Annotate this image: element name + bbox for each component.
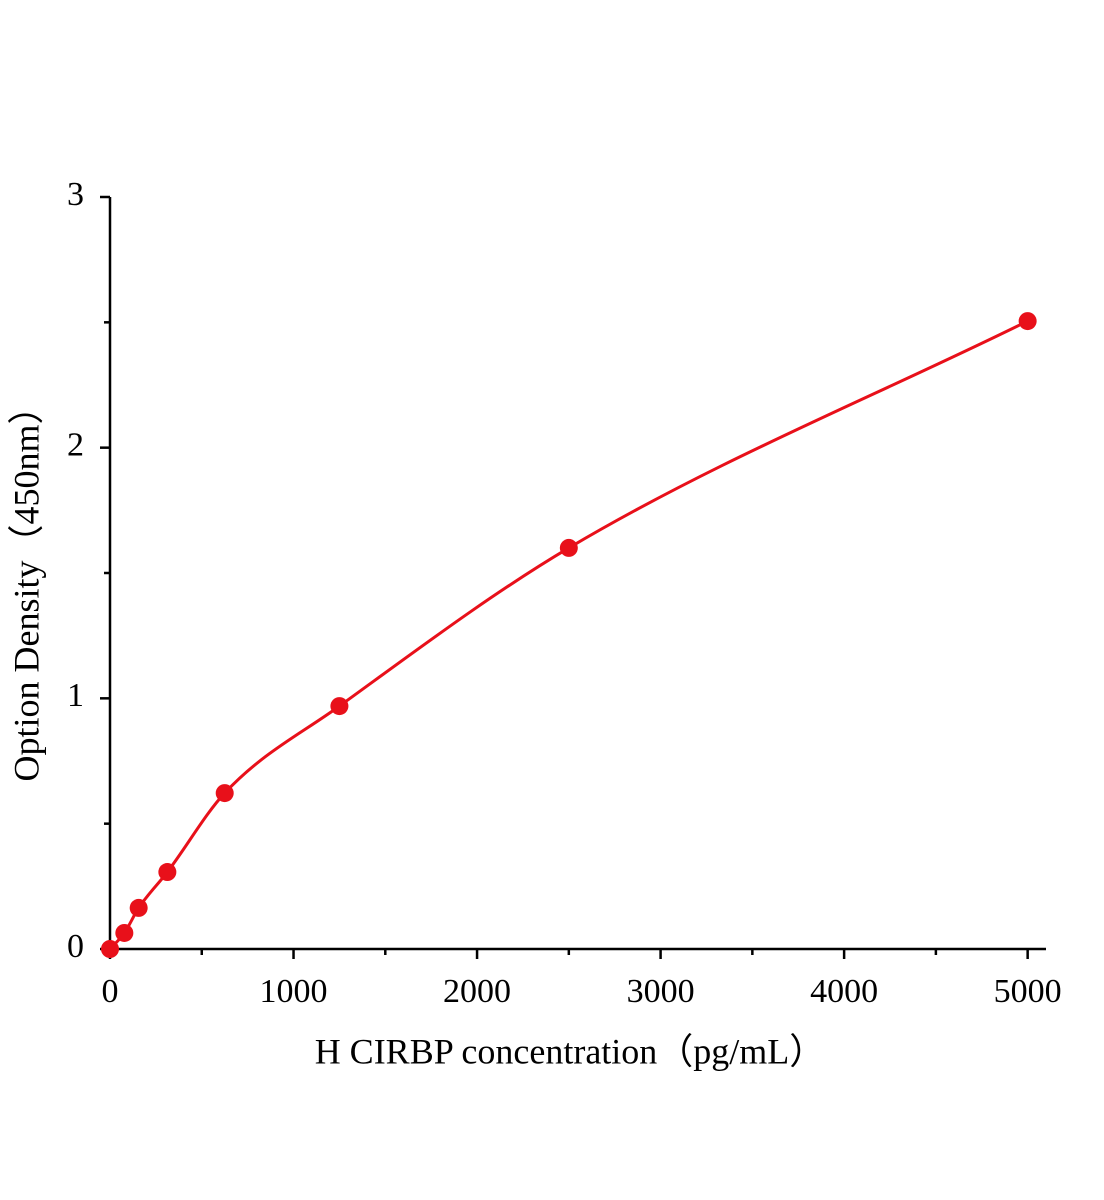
data-point [559,538,578,557]
data-point [330,697,349,716]
fit-curve [108,319,1029,951]
data-point [1018,312,1037,331]
x-tick-label: 0 [102,973,119,1010]
x-axis-title: H CIRBP concentration（pg/mL） [315,1031,826,1071]
y-tick-label: 1 [67,677,84,714]
y-tick-label: 0 [67,928,84,965]
x-tick-label: 5000 [994,973,1062,1010]
y-tick-label: 2 [67,426,84,463]
data-point [115,923,134,942]
data-point [215,784,234,803]
x-tick-label: 4000 [810,973,878,1010]
data-point [101,940,119,958]
x-tick-label: 1000 [260,973,328,1010]
x-tick-label: 2000 [443,973,511,1010]
y-axis-title: Option Density（450nm） [6,389,46,782]
data-point [158,863,177,882]
y-tick-label: 3 [67,176,84,213]
x-tick-label: 3000 [627,973,695,1010]
data-point [129,898,148,917]
